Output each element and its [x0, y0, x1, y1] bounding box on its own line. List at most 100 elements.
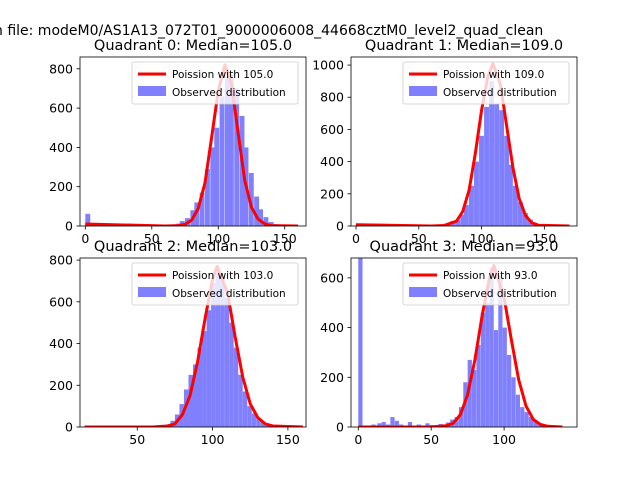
- y-tick-label: 400: [320, 320, 344, 335]
- y-tick-label: 400: [49, 336, 73, 351]
- histogram-bar: [499, 110, 505, 226]
- histogram-bar: [211, 283, 216, 427]
- histogram-bar: [528, 417, 534, 427]
- legend: Poission with 103.0 Observed distribution: [131, 262, 299, 306]
- y-tick-label: 200: [49, 179, 73, 194]
- y-tick-label: 600: [49, 294, 73, 309]
- histogram-bar: [358, 258, 363, 427]
- histogram-bar: [517, 201, 523, 226]
- legend-label: Observed distribution: [172, 87, 286, 99]
- y-tick-label: 400: [49, 140, 73, 155]
- histogram-bar: [251, 413, 257, 427]
- legend-label: Observed distribution: [443, 87, 557, 99]
- x-tick-label: 150: [273, 231, 297, 246]
- histogram-bar: [479, 135, 484, 226]
- x-tick-label: 100: [492, 432, 516, 447]
- legend-box: [131, 262, 299, 306]
- histogram-bar: [425, 423, 430, 427]
- subplot-title: Quadrant 1: Median=109.0: [365, 38, 563, 54]
- histogram-bars: [356, 81, 543, 226]
- y-tick-label: 600: [320, 122, 344, 137]
- histogram-bar: [202, 331, 207, 427]
- x-tick-label: 150: [532, 231, 556, 246]
- histogram-bar: [220, 276, 225, 427]
- legend-box: [402, 262, 570, 306]
- x-tick-label: 0: [352, 231, 360, 246]
- y-tick-label: 400: [320, 154, 344, 169]
- histogram-bar: [228, 74, 234, 226]
- histogram-bar: [524, 412, 529, 427]
- figure-suptitle: n file: modeM0/AS1A13_072T01_9000006008_…: [0, 23, 543, 39]
- x-tick-label: 0: [354, 432, 362, 447]
- y-tick-label: 200: [320, 370, 344, 385]
- subplot-title: Quadrant 2: Median=103.0: [94, 239, 292, 255]
- legend-box: [402, 61, 570, 105]
- x-tick-label: 150: [276, 432, 300, 447]
- y-tick-label: 600: [49, 101, 73, 116]
- axes-frame: [350, 257, 578, 428]
- histogram-bar: [454, 417, 459, 427]
- x-tick-label: 0: [81, 231, 89, 246]
- histogram-bar: [523, 213, 528, 226]
- histogram-bar: [219, 96, 225, 226]
- histogram-bar: [381, 422, 386, 427]
- histogram-bar: [474, 161, 479, 226]
- legend-label: Poission with 109.0: [443, 69, 544, 81]
- legend-label: Observed distribution: [443, 288, 557, 300]
- axes-frame: [350, 56, 578, 227]
- y-tick-label: 800: [49, 61, 73, 76]
- histogram-bar: [511, 377, 516, 427]
- histogram-bar: [493, 330, 499, 427]
- legend-bar-swatch: [409, 86, 437, 96]
- subplot-grid: 0 50 100 150 0 200 400 600 800 Quadrant 0: Median…: [49, 38, 578, 447]
- histogram-bar: [498, 275, 503, 427]
- subplot-q0: 0 50 100 150 0 200 400 600 800 Quadrant 0: Median…: [49, 38, 307, 246]
- legend: Poission with 105.0 Observed distribution: [131, 61, 299, 105]
- histogram-bar: [460, 214, 466, 226]
- histogram-bar: [204, 169, 210, 226]
- histogram-bar: [224, 76, 230, 226]
- histogram-bar: [484, 106, 489, 226]
- y-tick-label: 800: [49, 253, 73, 268]
- y-tick-label: 1000: [312, 58, 344, 73]
- histogram-bar: [210, 147, 216, 226]
- histogram-bar: [194, 202, 200, 226]
- histogram-bar: [494, 103, 500, 226]
- legend: Poission with 109.0 Observed distribution: [402, 61, 570, 105]
- histogram-bar: [464, 205, 469, 226]
- legend-label: Observed distribution: [172, 288, 286, 300]
- y-tick-label: 0: [65, 420, 73, 435]
- histogram-bar: [224, 297, 230, 427]
- y-tick-label: 0: [336, 219, 344, 234]
- x-tick-label: 100: [206, 231, 230, 246]
- histogram-bar: [206, 310, 212, 427]
- histogram-bar: [476, 344, 481, 427]
- subplot-title: Quadrant 0: Median=105.0: [94, 38, 292, 54]
- axes-frame: [79, 257, 307, 428]
- histogram-bar: [248, 172, 254, 226]
- histogram-bar: [242, 391, 248, 427]
- histogram-bar: [199, 192, 205, 226]
- x-tick-label: 50: [411, 231, 427, 246]
- subplot-q3: 0 50 100 0 200 400 600 Quadrant 3: Median=93.0 P…: [320, 239, 578, 447]
- histogram-bar: [263, 217, 269, 226]
- histogram-bar: [520, 407, 525, 427]
- histogram-bar: [455, 219, 461, 226]
- histogram-bar: [215, 272, 221, 427]
- histogram-bar: [377, 423, 382, 427]
- histogram-bar: [469, 185, 474, 226]
- subplot-q2: 50 100 150 0 200 400 600 800 Quadrant 2: Median=…: [49, 239, 307, 447]
- legend-label: Poission with 93.0: [443, 270, 538, 282]
- y-tick-label: 0: [65, 219, 73, 234]
- histogram-bar: [193, 364, 198, 427]
- y-tick-label: 200: [320, 186, 344, 201]
- x-tick-label: 50: [144, 231, 160, 246]
- y-tick-label: 200: [49, 378, 73, 393]
- histogram-bar: [85, 213, 91, 226]
- legend-label: Poission with 103.0: [172, 270, 273, 282]
- histogram-bar: [254, 196, 260, 226]
- histogram-bar: [467, 359, 472, 427]
- histogram-bar: [507, 354, 512, 427]
- histogram-bar: [256, 418, 261, 427]
